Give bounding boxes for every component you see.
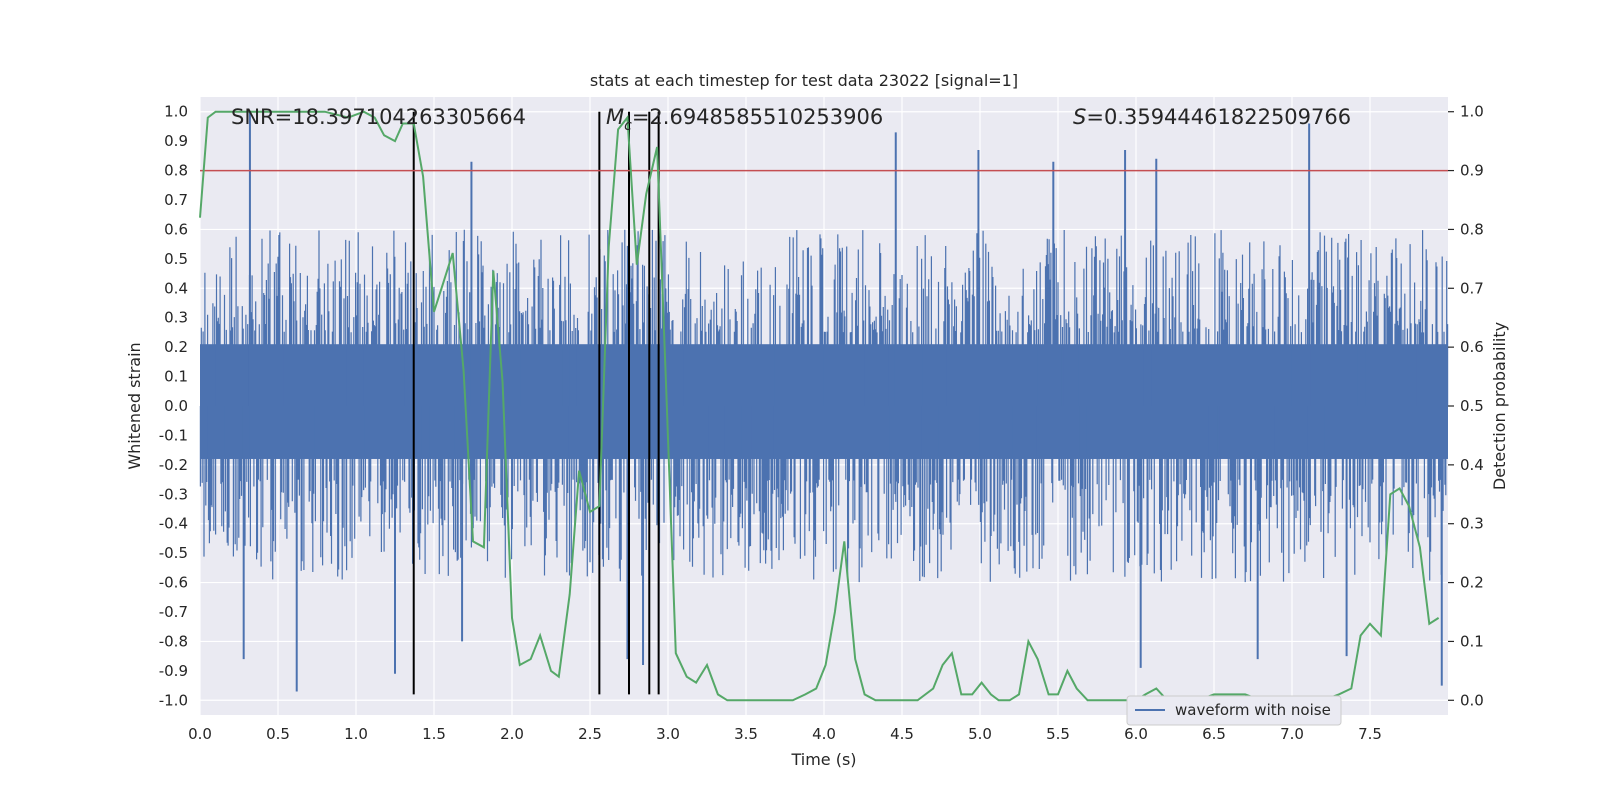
x-tick-label: 3.0: [656, 725, 680, 743]
waveform-noise-spikes: [199, 229, 1449, 583]
y-tick-label: -0.7: [159, 603, 188, 621]
x-axis-ticks: 0.0 0.5 1.0 1.5 2.0 2.5 3.0 3.5 4.0 4.5 5.0 5.5 6.0 6…: [188, 725, 1382, 743]
mc-subscript: c: [624, 118, 632, 134]
x-tick-label: 0.0: [188, 725, 212, 743]
y-tick-label: 0.6: [164, 220, 188, 238]
y2-axis-label: Detection probability: [1490, 322, 1509, 490]
y2-tick-label: 0.6: [1460, 338, 1484, 356]
x-tick-label: 6.0: [1124, 725, 1148, 743]
y2-tick-label: 0.5: [1460, 397, 1484, 415]
y2-tick-label: 1.0: [1460, 103, 1484, 121]
y-tick-label: -0.1: [159, 426, 188, 444]
chirp-mass-annotation: Mc=2.6948585510253906: [606, 105, 883, 134]
y-tick-label: 0.9: [164, 132, 188, 150]
mc-symbol: M: [606, 105, 624, 129]
waveform-series: [199, 111, 1449, 692]
y-tick-label: 1.0: [164, 103, 188, 121]
x-tick-label: 0.5: [266, 725, 290, 743]
x-tick-label: 4.5: [890, 725, 914, 743]
y-tick-label: 0.0: [164, 397, 188, 415]
x-tick-label: 7.5: [1358, 725, 1382, 743]
x-tick-label: 7.0: [1280, 725, 1304, 743]
y2-tick-label: 0.4: [1460, 456, 1484, 474]
y-tick-label: 0.1: [164, 368, 188, 386]
y2-tick-label: 0.7: [1460, 279, 1484, 297]
y2-tick-label: 0.1: [1460, 632, 1484, 650]
y-tick-label: -0.6: [159, 574, 188, 592]
y-tick-label: -0.9: [159, 662, 188, 680]
y2-tick-label: 0.2: [1460, 574, 1484, 592]
x-tick-label: 4.0: [812, 725, 836, 743]
y2-tick-label: 0.8: [1460, 220, 1484, 238]
y-axis-ticks: 1.0 0.9 0.8 0.7 0.6 0.5 0.4 0.3 0.2 0.1 0.0 -0.1 -0.…: [159, 103, 188, 710]
y-tick-label: 0.2: [164, 338, 188, 356]
x-tick-label: 1.5: [422, 725, 446, 743]
x-tick-label: 5.0: [968, 725, 992, 743]
detection-probability-line: [199, 110, 1440, 702]
y-tick-label: -0.4: [159, 515, 188, 533]
legend: waveform with noise: [1126, 695, 1342, 726]
y-tick-label: 0.5: [164, 250, 188, 268]
y2-axis-ticks: 1.0 0.9 0.8 0.7 0.6 0.5 0.4 0.3 0.2 0.1 0.0: [1448, 103, 1484, 709]
y-tick-label: 0.8: [164, 162, 188, 180]
y-tick-label: -0.5: [159, 544, 188, 562]
x-tick-label: 3.5: [734, 725, 758, 743]
x-tick-label: 6.5: [1202, 725, 1226, 743]
legend-entry: waveform with noise: [1175, 701, 1331, 719]
y-tick-label: -0.2: [159, 456, 188, 474]
s-value: =0.35944461822509766: [1086, 105, 1351, 129]
mc-value: =2.6948585510253906: [632, 105, 883, 129]
s-annotation: S=0.35944461822509766: [1073, 105, 1351, 129]
y-tick-label: 0.4: [164, 279, 188, 297]
s-symbol: S: [1073, 105, 1086, 129]
y-tick-label: -1.0: [159, 691, 188, 709]
y-tick-label: -0.8: [159, 632, 188, 650]
x-tick-label: 2.0: [500, 725, 524, 743]
chart-title: stats at each timestep for test data 230…: [590, 71, 1018, 90]
legend-box: [1126, 695, 1342, 726]
x-tick-label: 5.5: [1046, 725, 1070, 743]
x-tick-label: 1.0: [344, 725, 368, 743]
x-axis-label: Time (s): [790, 750, 856, 769]
y2-tick-label: 0.0: [1460, 691, 1484, 709]
y2-tick-label: 0.3: [1460, 515, 1484, 533]
y-tick-label: 0.7: [164, 191, 188, 209]
snr-annotation: SNR=18.397104263305664: [231, 105, 526, 129]
y-axis-label: Whitened strain: [125, 342, 144, 469]
y-tick-label: 0.3: [164, 309, 188, 327]
y2-tick-label: 0.9: [1460, 162, 1484, 180]
x-tick-label: 2.5: [578, 725, 602, 743]
y-tick-label: -0.3: [159, 485, 188, 503]
